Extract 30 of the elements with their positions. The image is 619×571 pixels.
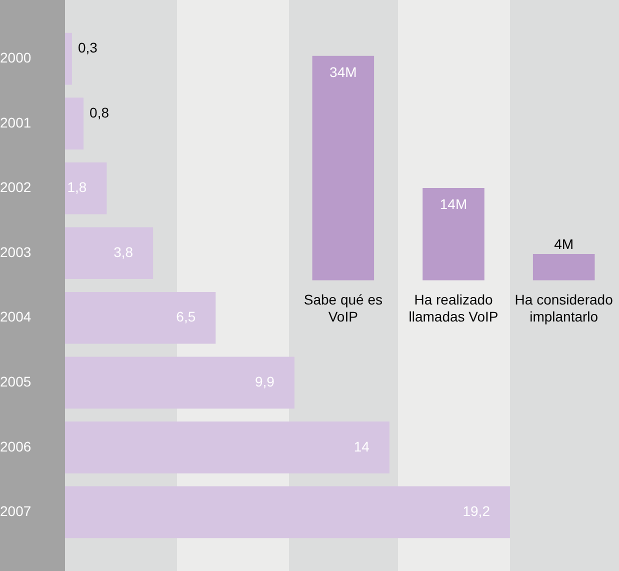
y-tick-label: 2005	[0, 374, 32, 390]
data-label: 19,2	[462, 503, 490, 520]
data-label: 9,9	[254, 374, 275, 390]
data-label: 0,3	[78, 40, 98, 56]
data-label: 34M	[330, 64, 357, 80]
x-tick-label: Sabe qué es VoIP	[304, 292, 382, 324]
bar	[65, 98, 84, 150]
y-tick-label: 2001	[0, 114, 32, 130]
x-tick-label: Ha realizado llamadas VoIP	[408, 292, 498, 324]
bar	[65, 422, 390, 474]
y-tick-label: 2003	[0, 244, 32, 260]
data-label: 0,8	[90, 104, 110, 120]
bar	[65, 486, 510, 538]
data-label: 4M	[554, 236, 574, 252]
y-tick-label: 2000	[0, 50, 32, 66]
data-label: 3,8	[114, 244, 134, 260]
bar	[65, 227, 154, 280]
data-label: 14	[354, 438, 370, 454]
bar	[65, 356, 294, 409]
x-tick-label: Ha considerado implantarlo	[514, 292, 614, 324]
y-tick-label: 2006	[0, 438, 32, 454]
data-label: 14M	[440, 196, 468, 212]
data-label: 1,8	[67, 179, 87, 196]
y-tick-label: 2002	[0, 179, 32, 196]
bar	[65, 292, 216, 344]
data-label: 6,5	[176, 308, 196, 325]
bar	[65, 162, 107, 214]
y-tick-label: 2004	[0, 308, 32, 325]
bar	[65, 32, 72, 85]
y-tick-label: 2007	[0, 503, 32, 520]
